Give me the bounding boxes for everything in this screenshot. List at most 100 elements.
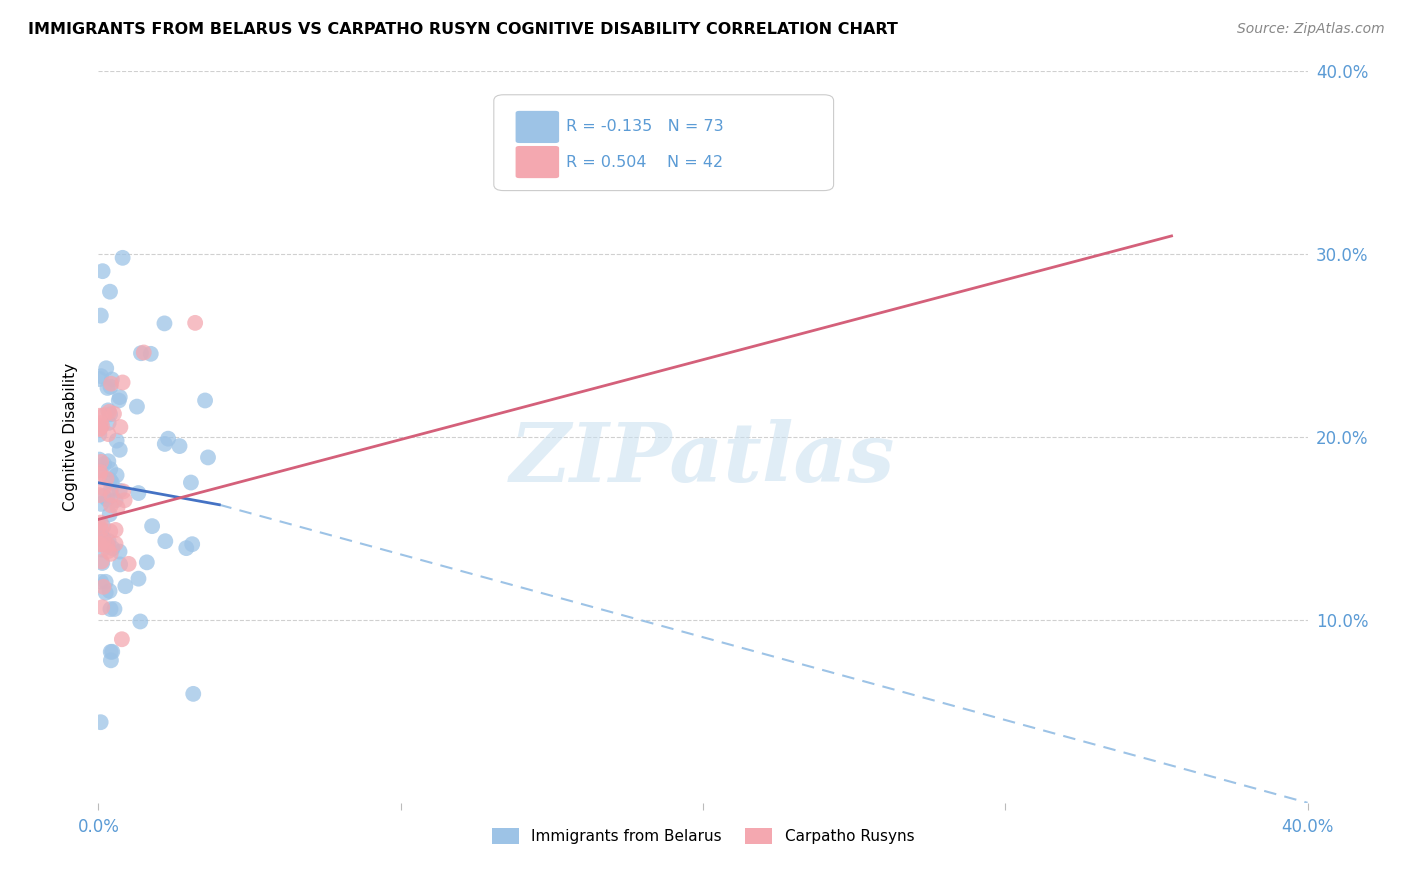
Point — [112, 484, 135, 499]
Point — [108, 544, 131, 558]
Point — [97, 427, 120, 442]
Point — [96, 381, 118, 395]
Point — [89, 463, 111, 477]
Point — [100, 483, 122, 497]
FancyBboxPatch shape — [494, 95, 834, 191]
Point — [108, 483, 131, 498]
Point — [111, 632, 134, 647]
Text: IMMIGRANTS FROM BELARUS VS CARPATHO RUSYN COGNITIVE DISABILITY CORRELATION CHART: IMMIGRANTS FROM BELARUS VS CARPATHO RUSY… — [28, 22, 898, 37]
Point — [97, 403, 120, 417]
Point — [118, 557, 141, 571]
Point — [89, 422, 111, 436]
Point — [194, 393, 217, 408]
Point — [111, 376, 134, 390]
Point — [89, 465, 111, 479]
Point — [104, 493, 127, 508]
Point — [96, 361, 118, 376]
Point — [107, 393, 129, 408]
Point — [181, 687, 204, 701]
Point — [197, 450, 219, 465]
Point — [91, 519, 114, 533]
Point — [108, 558, 131, 572]
Point — [97, 538, 120, 552]
Point — [91, 264, 114, 278]
Point — [97, 534, 120, 549]
Point — [98, 524, 121, 539]
Point — [100, 653, 122, 667]
Point — [94, 574, 117, 589]
Point — [98, 285, 121, 299]
Point — [89, 427, 111, 442]
Point — [132, 345, 155, 359]
Point — [100, 380, 122, 394]
Point — [169, 439, 191, 453]
Text: Source: ZipAtlas.com: Source: ZipAtlas.com — [1237, 22, 1385, 37]
Point — [141, 519, 163, 533]
Point — [90, 309, 112, 323]
Point — [104, 537, 127, 551]
Point — [100, 547, 122, 561]
Point — [125, 400, 148, 414]
Point — [96, 472, 118, 486]
Text: R = 0.504    N = 42: R = 0.504 N = 42 — [567, 154, 724, 169]
Point — [139, 347, 162, 361]
Point — [90, 416, 112, 430]
Point — [108, 390, 131, 404]
Point — [114, 493, 136, 508]
Point — [157, 432, 180, 446]
Point — [89, 537, 111, 551]
Point — [98, 473, 121, 487]
Text: ZIPatlas: ZIPatlas — [510, 419, 896, 499]
Point — [101, 475, 124, 490]
Text: R = -0.135   N = 73: R = -0.135 N = 73 — [567, 120, 724, 135]
Point — [98, 407, 121, 421]
Point — [100, 376, 122, 391]
Point — [90, 554, 112, 568]
Point — [111, 251, 134, 265]
Point — [90, 369, 112, 384]
Point — [98, 584, 121, 599]
Point — [98, 405, 121, 419]
Legend: Immigrants from Belarus, Carpatho Rusyns: Immigrants from Belarus, Carpatho Rusyns — [485, 822, 921, 850]
Point — [89, 488, 111, 502]
Point — [97, 454, 120, 468]
Point — [100, 645, 122, 659]
Point — [108, 442, 131, 457]
Point — [180, 475, 202, 490]
Point — [91, 418, 114, 433]
Point — [127, 486, 149, 500]
Point — [96, 492, 118, 507]
FancyBboxPatch shape — [516, 111, 560, 143]
Point — [90, 574, 112, 589]
Point — [93, 533, 115, 548]
Point — [103, 602, 125, 616]
FancyBboxPatch shape — [516, 146, 560, 178]
Point — [100, 488, 122, 502]
Point — [89, 519, 111, 533]
Point — [114, 579, 136, 593]
Point — [100, 498, 122, 512]
Point — [101, 645, 124, 659]
Point — [93, 457, 115, 471]
Point — [110, 420, 132, 434]
Point — [98, 462, 121, 476]
Point — [135, 555, 157, 569]
Point — [91, 600, 114, 615]
Point — [94, 586, 117, 600]
Y-axis label: Cognitive Disability: Cognitive Disability — [63, 363, 77, 511]
Point — [174, 541, 197, 555]
Point — [93, 580, 115, 594]
Point — [89, 467, 111, 482]
Point — [184, 316, 207, 330]
Point — [93, 489, 115, 503]
Point — [91, 542, 114, 557]
Point — [101, 541, 124, 556]
Point — [90, 523, 112, 537]
Point — [90, 497, 112, 511]
Point — [100, 602, 122, 616]
Point — [97, 544, 120, 558]
Point — [104, 523, 127, 537]
Point — [129, 346, 152, 360]
Point — [91, 556, 114, 570]
Point — [101, 372, 124, 386]
